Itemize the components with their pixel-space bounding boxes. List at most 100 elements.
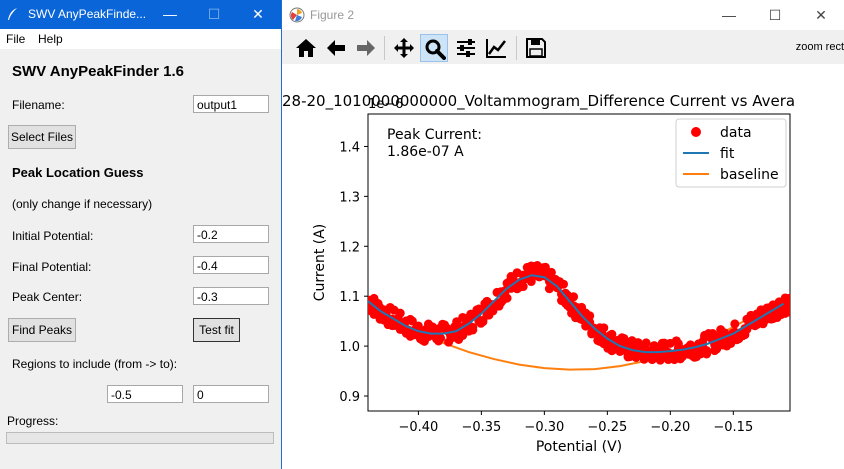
data-point	[436, 333, 446, 343]
x-tick-label: −0.15	[713, 420, 753, 435]
data-point	[585, 311, 595, 321]
figure-window: Figure 2 — ☐ ✕	[282, 0, 844, 469]
data-point	[599, 323, 609, 333]
x-tick-label: −0.35	[461, 420, 501, 435]
y-tick-label: 1.2	[339, 240, 360, 255]
feather-icon	[8, 8, 17, 20]
x-axis-label: Potential (V)	[536, 439, 622, 455]
left-maximize-button[interactable]: ☐	[207, 6, 221, 22]
menu-help[interactable]: Help	[38, 32, 63, 46]
left-window-title: SWV AnyPeakFinde...	[28, 7, 147, 21]
pan-icon	[394, 38, 414, 58]
initial-potential-label: Initial Potential:	[12, 229, 94, 243]
peak-center-label: Peak Center:	[12, 290, 83, 304]
home-icon	[296, 39, 316, 57]
data-point	[407, 316, 417, 326]
edit-axis-icon	[486, 39, 506, 58]
back-button[interactable]	[322, 34, 350, 62]
y-tick-label: 1.0	[339, 340, 360, 355]
data-point	[546, 267, 556, 277]
x-tick-label: −0.20	[650, 420, 690, 435]
data-point	[702, 349, 712, 359]
y-axis: 0.9 1.0 1.1 1.2 1.3 1.4	[339, 140, 368, 405]
toolbar-separator	[384, 36, 385, 60]
forward-button[interactable]	[352, 34, 380, 62]
progress-bar	[6, 432, 274, 444]
x-axis: −0.40 −0.35 −0.30 −0.25 −0.20 −0.15	[398, 411, 753, 435]
configure-subplots-icon	[457, 39, 475, 57]
figure-title-bar: Figure 2 — ☐ ✕	[282, 0, 844, 30]
data-point	[518, 282, 528, 292]
left-menu-bar: File Help	[0, 29, 281, 49]
home-button[interactable]	[292, 34, 320, 62]
legend-box	[675, 118, 787, 188]
zoom-icon	[425, 39, 446, 60]
peak-current-label: Peak Current:	[387, 127, 482, 143]
voltammogram-chart[interactable]: 28-20_1010000000000_Voltammogram_Differe…	[282, 64, 844, 469]
zoom-button[interactable]	[420, 34, 448, 62]
data-point	[569, 292, 579, 302]
data-point	[784, 293, 790, 303]
data-point	[395, 308, 405, 318]
data-point	[559, 279, 569, 289]
peak-current-value: 1.86e-07 A	[387, 144, 464, 160]
toolbar-mode-text: zoom rect	[795, 41, 844, 53]
test-fit-button[interactable]: Test fit	[193, 318, 240, 342]
find-peaks-button[interactable]: Find Peaks	[8, 318, 76, 342]
menu-file[interactable]: File	[6, 32, 26, 46]
fit-line	[368, 274, 785, 354]
back-arrow-icon	[327, 40, 345, 56]
fit-series	[368, 274, 785, 354]
forward-arrow-icon	[357, 40, 375, 56]
initial-potential-input[interactable]: -0.2	[193, 225, 269, 243]
data-point	[502, 293, 512, 303]
select-files-button[interactable]: Select Files	[8, 125, 76, 149]
anypeakfinder-window: SWV AnyPeakFinde... — ☐ ✕ File Help SWV …	[0, 0, 282, 469]
y-axis-label: Current (A)	[312, 224, 328, 302]
y-tick-label: 0.9	[339, 390, 360, 405]
app-heading: SWV AnyPeakFinder 1.6	[12, 63, 185, 80]
peak-guess-heading: Peak Location Guess	[12, 165, 144, 180]
data-point	[641, 338, 651, 348]
figure-window-title: Figure 2	[310, 8, 355, 22]
save-button[interactable]	[522, 34, 550, 62]
peak-center-input[interactable]: -0.3	[193, 287, 269, 305]
y-tick-label: 1.4	[339, 140, 360, 155]
filename-label: Filename:	[12, 98, 65, 112]
figure-close-button[interactable]: ✕	[815, 7, 827, 23]
peak-guess-note: (only change if necessary)	[12, 197, 153, 211]
data-point	[730, 319, 740, 329]
x-tick-label: −0.40	[398, 420, 438, 435]
configure-subplots-button[interactable]	[452, 34, 480, 62]
matplotlib-logo-icon	[289, 7, 305, 23]
data-point	[478, 317, 488, 327]
legend-label-baseline: baseline	[720, 167, 779, 183]
figure-maximize-button[interactable]: ☐	[768, 7, 782, 23]
figure-toolbar	[282, 30, 844, 64]
left-minimize-button[interactable]: —	[163, 6, 177, 22]
pan-button[interactable]	[390, 34, 418, 62]
data-point	[784, 307, 790, 317]
region-from-input[interactable]: -0.5	[107, 385, 183, 403]
legend-marker-data	[691, 127, 701, 137]
left-close-button[interactable]: ✕	[252, 6, 264, 22]
y-tick-label: 1.1	[339, 290, 360, 305]
y-tick-label: 1.3	[339, 190, 360, 205]
axis-offset-text: 1e−6	[368, 97, 403, 112]
final-potential-label: Final Potential:	[12, 260, 92, 274]
region-to-input[interactable]: 0	[193, 385, 269, 403]
data-point	[607, 329, 617, 339]
chart-legend: data fit baseline	[675, 118, 787, 188]
final-potential-input[interactable]: -0.4	[193, 256, 269, 274]
save-icon	[526, 38, 546, 58]
x-tick-label: −0.30	[524, 420, 564, 435]
filename-input[interactable]: output1	[193, 95, 269, 113]
x-tick-label: −0.25	[587, 420, 627, 435]
plot-area[interactable]	[367, 113, 791, 412]
edit-axis-button[interactable]	[482, 34, 510, 62]
left-title-bar: SWV AnyPeakFinde... — ☐ ✕	[0, 0, 281, 29]
legend-label-data: data	[720, 125, 752, 141]
chart-title: 28-20_1010000000000_Voltammogram_Differe…	[282, 92, 795, 111]
data-point	[468, 322, 478, 332]
figure-minimize-button[interactable]: —	[722, 7, 736, 23]
